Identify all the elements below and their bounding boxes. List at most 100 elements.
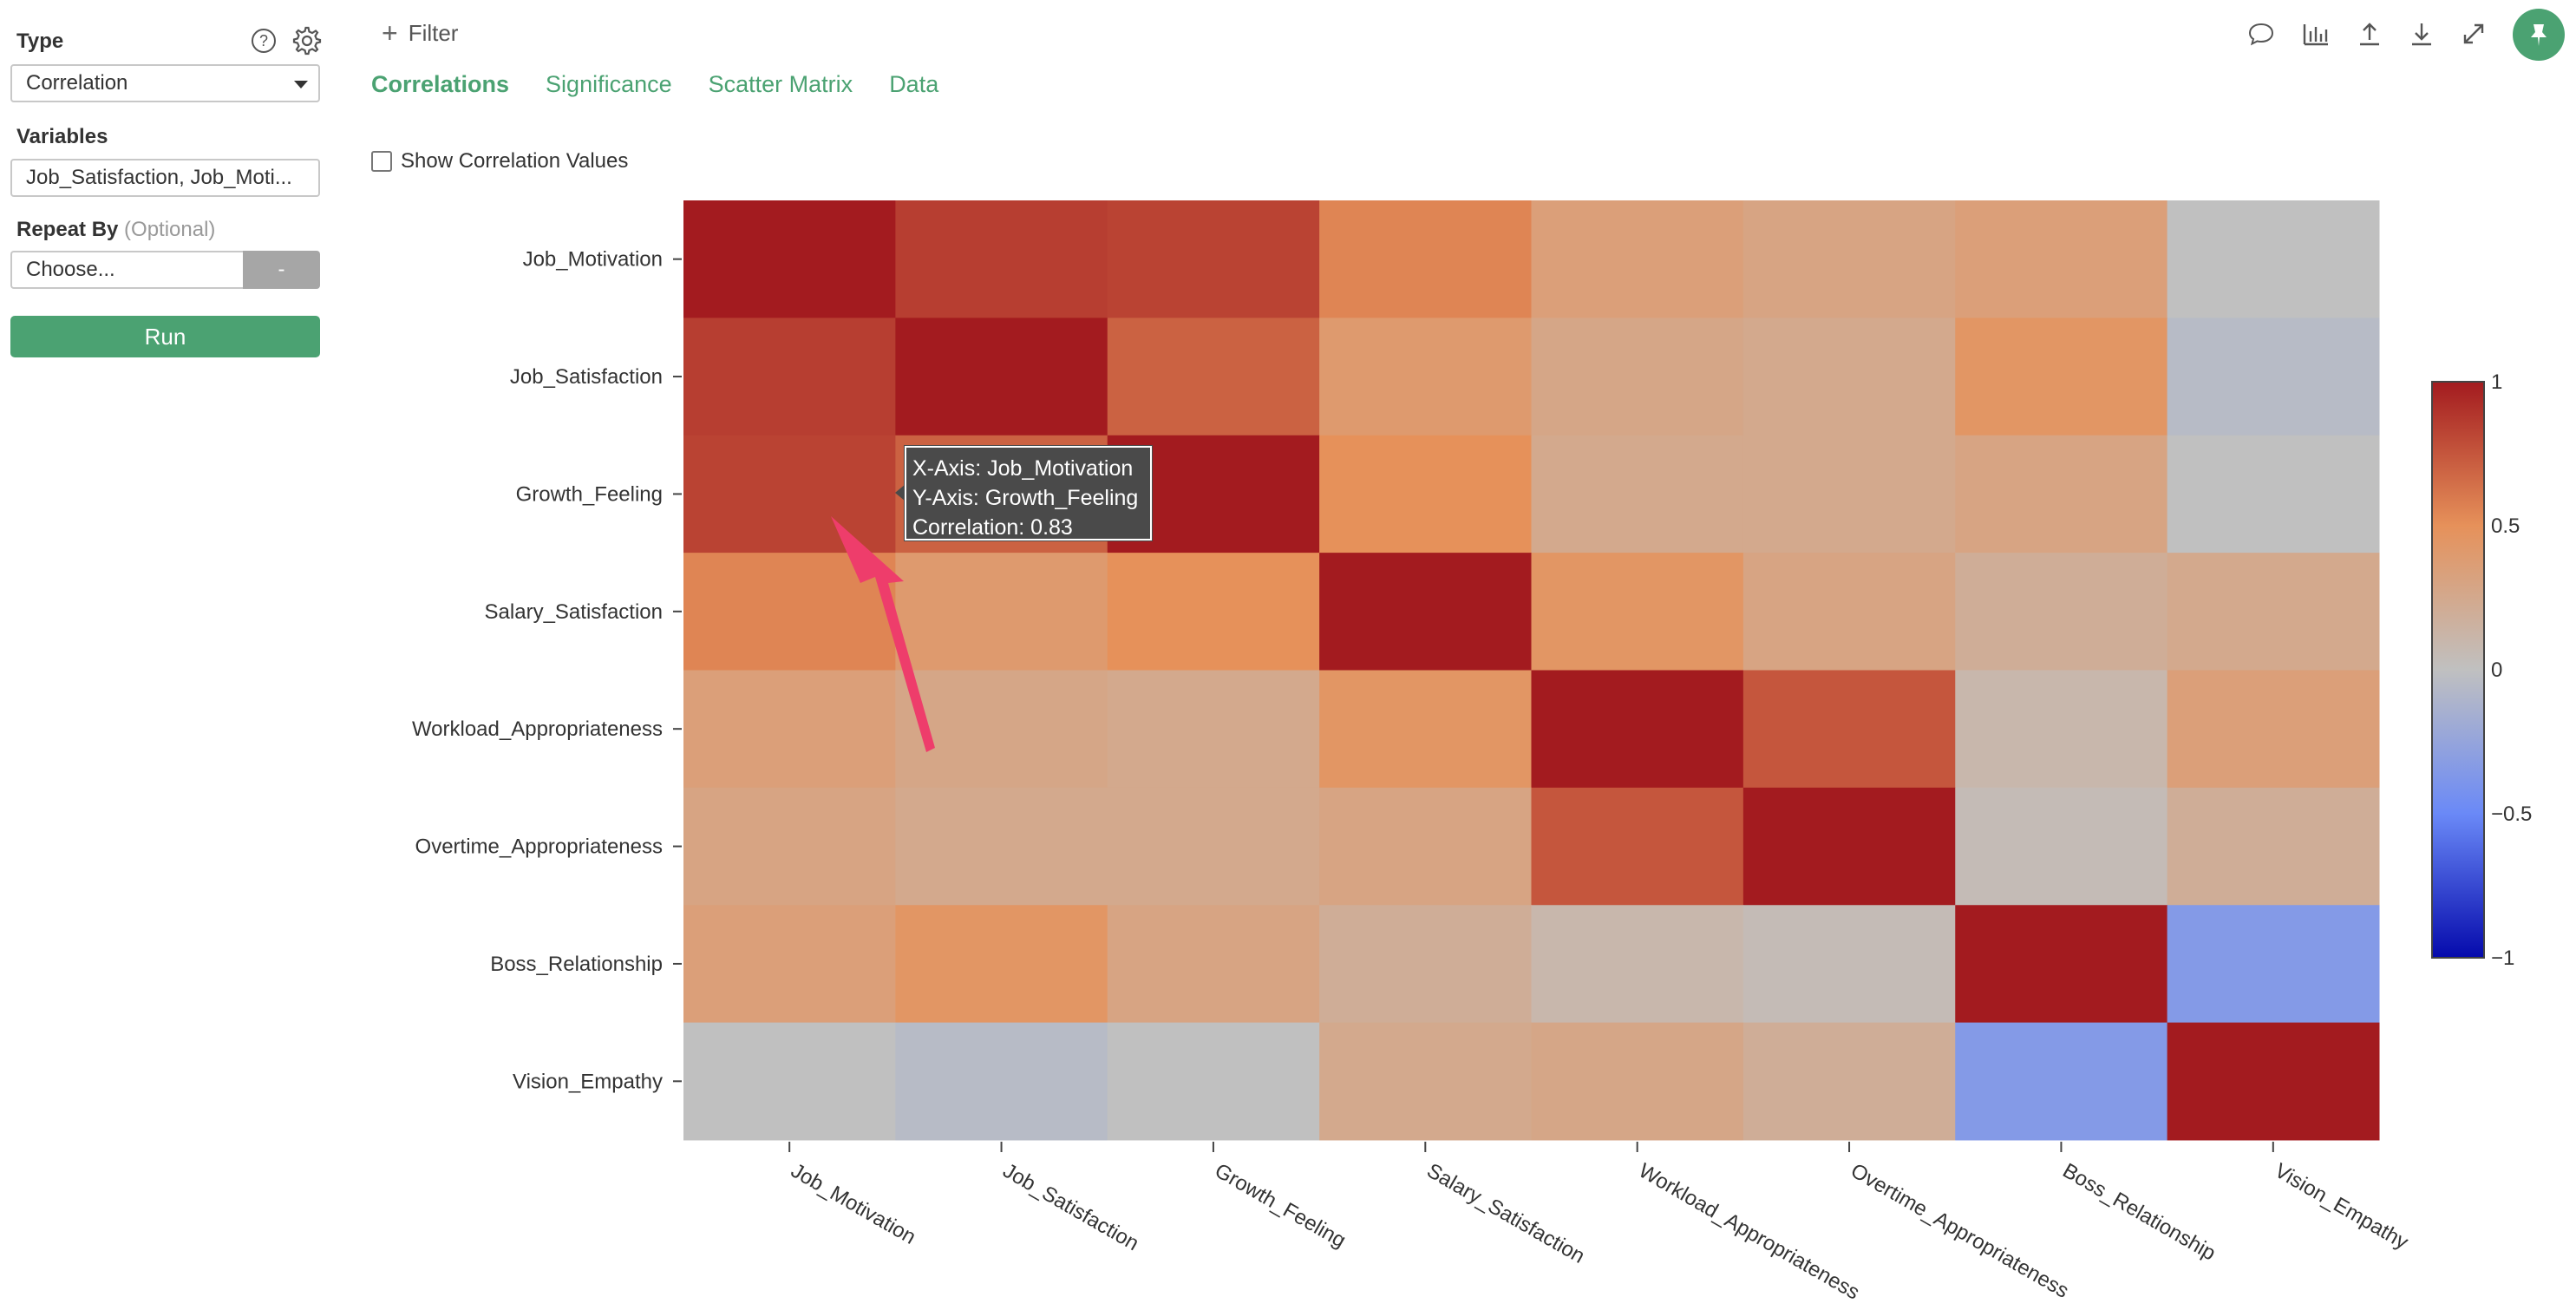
show-values-checkbox[interactable] bbox=[371, 151, 392, 172]
heatmap-cell[interactable] bbox=[1319, 318, 1532, 436]
heatmap-cell[interactable] bbox=[1107, 905, 1320, 1024]
tab-data[interactable]: Data bbox=[889, 71, 939, 97]
comment-icon[interactable] bbox=[2246, 19, 2276, 49]
tooltip-x: X-Axis: Job_Motivation bbox=[912, 456, 1134, 481]
heatmap-cell[interactable] bbox=[1955, 787, 2168, 906]
heatmap-cell[interactable] bbox=[895, 905, 1108, 1024]
heatmap-cell[interactable] bbox=[683, 670, 896, 789]
upload-icon[interactable] bbox=[2355, 19, 2384, 49]
heatmap-cell[interactable] bbox=[1531, 435, 1744, 553]
heatmap-cell[interactable] bbox=[1955, 435, 2168, 553]
heatmap-cell[interactable] bbox=[1107, 1022, 1320, 1141]
heatmap-cell[interactable] bbox=[1742, 1022, 1956, 1141]
download-icon[interactable] bbox=[2407, 19, 2436, 49]
heatmap-cell[interactable] bbox=[895, 200, 1108, 318]
heatmap-cell[interactable] bbox=[895, 1022, 1108, 1141]
heatmap-cell[interactable] bbox=[2167, 787, 2380, 906]
tab-scatter-matrix[interactable]: Scatter Matrix bbox=[708, 71, 853, 97]
heatmap-cell[interactable] bbox=[1319, 670, 1532, 789]
heatmap-cell[interactable] bbox=[1955, 905, 2168, 1024]
heatmap-cell[interactable] bbox=[1955, 318, 2168, 436]
heatmap-cell[interactable] bbox=[1531, 787, 1744, 906]
heatmap-cell[interactable] bbox=[895, 553, 1108, 671]
show-values-row[interactable]: Show Correlation Values bbox=[371, 149, 628, 174]
heatmap-cell[interactable] bbox=[2167, 435, 2380, 553]
heatmap-cell[interactable] bbox=[1955, 200, 2168, 318]
tab-correlations[interactable]: Correlations bbox=[371, 71, 510, 97]
heatmap-cell[interactable] bbox=[1742, 435, 1956, 553]
tab-significance[interactable]: Significance bbox=[546, 71, 672, 97]
tooltip-correlation: Correlation: 0.83 bbox=[912, 515, 1073, 540]
heatmap-cell[interactable] bbox=[1531, 318, 1744, 436]
x-tick-label: Growth_Feeling bbox=[1211, 1159, 1350, 1253]
heatmap-cell[interactable] bbox=[1742, 787, 1956, 906]
y-tick-label: Workload_Appropriateness bbox=[412, 717, 663, 741]
svg-text:?: ? bbox=[259, 32, 268, 49]
heatmap-cell[interactable] bbox=[1742, 553, 1956, 671]
type-select[interactable]: Correlation bbox=[10, 64, 320, 102]
heatmap-cell[interactable] bbox=[1531, 1022, 1744, 1141]
heatmap-cell[interactable] bbox=[1107, 200, 1320, 318]
repeat-by-text: Repeat By bbox=[16, 218, 119, 241]
heatmap-cell[interactable] bbox=[1319, 1022, 1532, 1141]
heatmap-cell[interactable] bbox=[683, 1022, 896, 1141]
y-tick-label: Job_Motivation bbox=[523, 248, 663, 272]
heatmap-cell[interactable] bbox=[1107, 787, 1320, 906]
heatmap-cell[interactable] bbox=[1319, 905, 1532, 1024]
heatmap-cell[interactable] bbox=[683, 200, 896, 318]
variables-value: Job_Satisfaction, Job_Moti... bbox=[26, 166, 292, 189]
y-tick-label: Boss_Relationship bbox=[490, 953, 663, 976]
heatmap-cell[interactable] bbox=[683, 435, 896, 553]
heatmap-cell[interactable] bbox=[1319, 553, 1532, 671]
heatmap-cell[interactable] bbox=[683, 318, 896, 436]
heatmap-cell[interactable] bbox=[895, 670, 1108, 789]
gear-icon[interactable] bbox=[292, 26, 322, 56]
heatmap-cell[interactable] bbox=[1107, 553, 1320, 671]
heatmap-cell[interactable] bbox=[2167, 553, 2380, 671]
heatmap-cell[interactable] bbox=[683, 787, 896, 906]
heatmap-cell[interactable] bbox=[1742, 200, 1956, 318]
repeat-by-select[interactable]: Choose... bbox=[10, 251, 245, 289]
x-tick-label: Salary_Satisfaction bbox=[1422, 1159, 1588, 1268]
heatmap-cell[interactable] bbox=[2167, 1022, 2380, 1141]
chart-icon[interactable] bbox=[2301, 19, 2331, 49]
heatmap-cell[interactable] bbox=[2167, 200, 2380, 318]
heatmap-cell[interactable] bbox=[2167, 905, 2380, 1024]
heatmap-cell[interactable] bbox=[1742, 318, 1956, 436]
heatmap-cell[interactable] bbox=[2167, 318, 2380, 436]
variables-input[interactable]: Job_Satisfaction, Job_Moti... bbox=[10, 159, 320, 197]
heatmap-cell[interactable] bbox=[1319, 787, 1532, 906]
help-icon[interactable]: ? bbox=[250, 27, 278, 55]
heatmap-cell[interactable] bbox=[1107, 670, 1320, 789]
y-tick-label: Growth_Feeling bbox=[516, 482, 663, 506]
repeat-by-clear-button[interactable]: - bbox=[243, 251, 320, 289]
heatmap-cell[interactable] bbox=[1531, 905, 1744, 1024]
x-tick-label: Job_Motivation bbox=[787, 1159, 919, 1249]
variables-label: Variables bbox=[16, 125, 108, 148]
heatmap-cell[interactable] bbox=[895, 787, 1108, 906]
heatmap-cell[interactable] bbox=[1742, 905, 1956, 1024]
heatmap-cell[interactable] bbox=[1319, 200, 1532, 318]
hover-tooltip: X-Axis: Job_Motivation Y-Axis: Growth_Fe… bbox=[904, 445, 1153, 541]
heatmap-cell[interactable] bbox=[1742, 670, 1956, 789]
heatmap-cell[interactable] bbox=[2167, 670, 2380, 789]
heatmap-cell[interactable] bbox=[1955, 670, 2168, 789]
heatmap-cell[interactable] bbox=[1319, 435, 1532, 553]
heatmap-cell[interactable] bbox=[1531, 200, 1744, 318]
heatmap-cell[interactable] bbox=[895, 318, 1108, 436]
tab-bar: Correlations Significance Scatter Matrix… bbox=[371, 71, 938, 98]
heatmap-cell[interactable] bbox=[1531, 670, 1744, 789]
repeat-by-placeholder: Choose... bbox=[26, 258, 115, 281]
tooltip-y: Y-Axis: Growth_Feeling bbox=[912, 486, 1139, 510]
heatmap-cell[interactable] bbox=[1531, 553, 1744, 671]
expand-icon[interactable] bbox=[2459, 19, 2488, 49]
heatmap-cell[interactable] bbox=[683, 905, 896, 1024]
heatmap-cell[interactable] bbox=[1955, 553, 2168, 671]
pin-button[interactable] bbox=[2513, 9, 2565, 61]
run-button[interactable]: Run bbox=[10, 316, 320, 357]
heatmap-cell[interactable] bbox=[1955, 1022, 2168, 1141]
x-tick-label: Vision_Empathy bbox=[2271, 1159, 2412, 1254]
filter-button[interactable]: + Filter bbox=[382, 19, 458, 47]
heatmap-cell[interactable] bbox=[1107, 318, 1320, 436]
